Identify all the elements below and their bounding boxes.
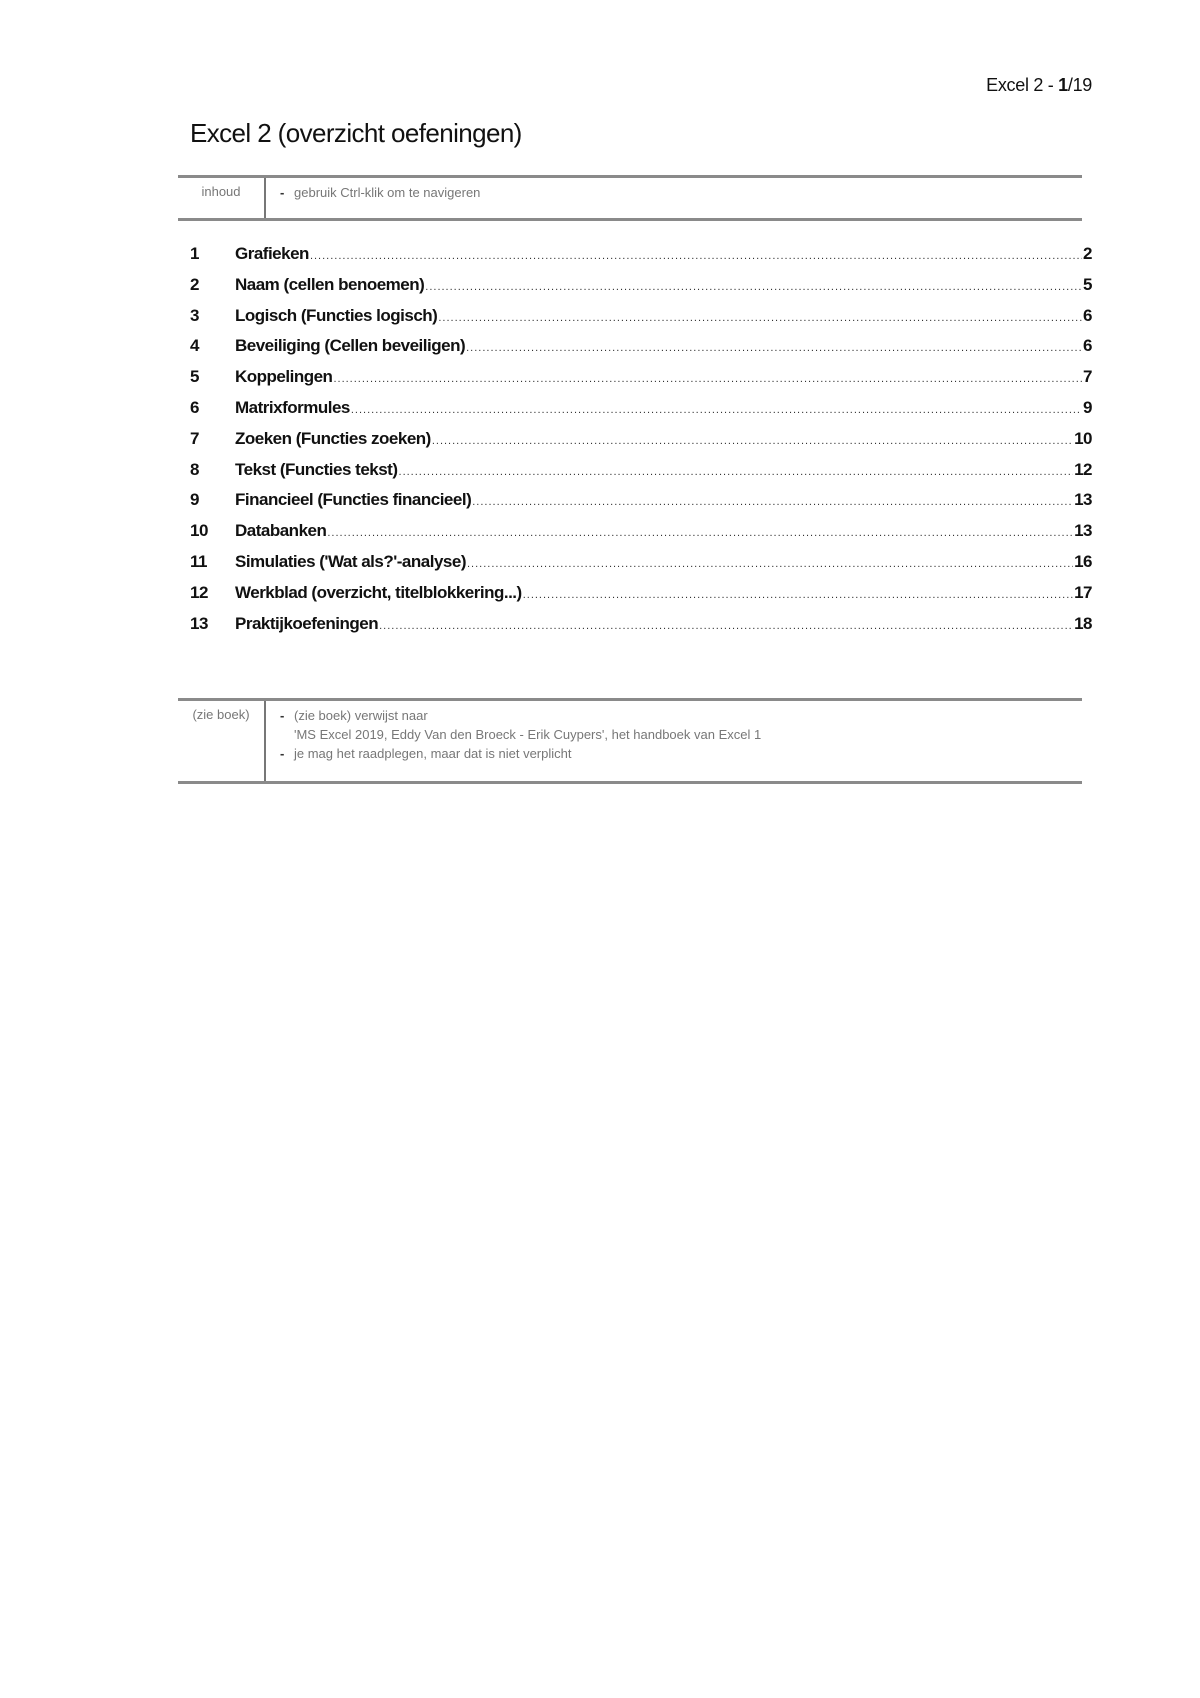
toc-title[interactable]: Simulaties ('Wat als?'-analyse)	[235, 551, 466, 571]
toc-entry[interactable]: 12 Werkblad (overzicht, titelblokkering..…	[190, 583, 1092, 614]
toc-title[interactable]: Koppelingen	[235, 367, 333, 387]
book-item-text: je mag het raadplegen, maar dat is niet …	[294, 746, 572, 761]
book-item: - (zie boek) verwijst naar	[280, 706, 761, 725]
toc-title[interactable]: Grafieken	[235, 244, 309, 263]
toc-page-number[interactable]: 10	[1074, 428, 1092, 448]
header-page-number: 1	[1058, 75, 1068, 95]
book-item-text: (zie boek) verwijst naar	[294, 708, 428, 723]
toc-entry[interactable]: 5 Koppelingen 7	[190, 367, 1092, 398]
toc-dot-leader	[310, 250, 1082, 262]
bullet: -	[280, 185, 285, 200]
toc-entry[interactable]: 1 Grafieken 2	[190, 244, 1092, 275]
info-item: - gebruik Ctrl-klik om te navigeren	[280, 183, 480, 202]
toc-number: 11	[190, 551, 207, 571]
toc-title[interactable]: Naam (cellen benoemen)	[235, 274, 425, 294]
toc-number: 9	[190, 490, 199, 510]
toc-number: 7	[190, 428, 199, 448]
toc-entry[interactable]: 8 Tekst (Functies tekst) 12	[190, 460, 1092, 491]
toc-number: 3	[190, 305, 199, 325]
toc-dot-leader	[523, 589, 1073, 601]
header-page-total: /19	[1067, 75, 1092, 95]
toc-page-number[interactable]: 17	[1074, 582, 1092, 602]
toc-dot-leader	[466, 342, 1082, 354]
toc-title[interactable]: Financieel (Functies financieel)	[235, 490, 472, 510]
toc-dot-leader	[467, 558, 1073, 570]
toc-page-number[interactable]: 13	[1074, 490, 1092, 510]
book-item-text: 'MS Excel 2019, Eddy Van den Broeck - Er…	[294, 727, 762, 742]
toc-number: 1	[190, 244, 199, 263]
toc-number: 12	[190, 582, 208, 602]
toc-page-number[interactable]: 6	[1083, 336, 1092, 356]
toc-title[interactable]: Matrixformules	[235, 397, 350, 417]
toc-number: 10	[190, 521, 208, 541]
toc-dot-leader	[432, 435, 1073, 447]
toc-page-number[interactable]: 5	[1083, 274, 1092, 294]
toc-page-number[interactable]: 7	[1083, 367, 1092, 387]
toc-title[interactable]: Beveiliging (Cellen beveiligen)	[235, 336, 466, 356]
toc-dot-leader	[351, 404, 1082, 416]
info-box: inhoud - gebruik Ctrl-klik om te navigere…	[178, 175, 1082, 221]
toc-entry[interactable]: 9 Financieel (Functies financieel) 13	[190, 490, 1092, 521]
toc-entry[interactable]: 2 Naam (cellen benoemen) 5	[190, 275, 1092, 306]
toc-entry[interactable]: 10 Databanken 13	[190, 521, 1092, 552]
toc-page-number[interactable]: 2	[1083, 244, 1092, 263]
bullet: -	[280, 708, 285, 723]
book-reference-box: (zie boek) - (zie boek) verwijst naar 'MS…	[178, 698, 1082, 784]
toc-dot-leader	[333, 373, 1082, 385]
toc-entry[interactable]: 6 Matrixformules 9	[190, 398, 1092, 429]
toc-page-number[interactable]: 9	[1083, 397, 1092, 417]
toc-number: 4	[190, 336, 199, 356]
toc-dot-leader	[472, 496, 1073, 508]
toc-entry[interactable]: 3 Logisch (Functies logisch) 6	[190, 306, 1092, 337]
bullet: -	[280, 746, 285, 761]
toc-dot-leader	[379, 620, 1073, 632]
info-item-text: gebruik Ctrl-klik om te navigeren	[294, 185, 481, 200]
toc-title[interactable]: Logisch (Functies logisch)	[235, 305, 438, 325]
book-item: - je mag het raadplegen, maar dat is niet…	[280, 744, 761, 763]
toc-page-number[interactable]: 13	[1074, 521, 1092, 541]
toc-number: 2	[190, 274, 199, 294]
toc-dot-leader	[327, 527, 1073, 539]
toc-title[interactable]: Werkblad (overzicht, titelblokkering...)	[235, 582, 522, 602]
page-title: Excel 2 (overzicht oefeningen)	[190, 118, 522, 148]
toc-number: 6	[190, 397, 199, 417]
toc-dot-leader	[425, 281, 1082, 293]
toc-page-number[interactable]: 18	[1074, 613, 1092, 633]
toc-page-number[interactable]: 16	[1074, 551, 1092, 571]
toc-number: 13	[190, 613, 208, 633]
toc-entry[interactable]: 4 Beveiliging (Cellen beveiligen) 6	[190, 336, 1092, 367]
toc-number: 8	[190, 459, 199, 479]
toc-title[interactable]: Tekst (Functies tekst)	[235, 459, 398, 479]
toc-title[interactable]: Praktijkoefeningen	[235, 613, 379, 633]
header-doc-name: Excel 2 -	[986, 75, 1059, 95]
toc-dot-leader	[399, 466, 1074, 478]
info-box-label: inhoud	[178, 178, 266, 218]
toc-page-number[interactable]: 12	[1074, 459, 1092, 479]
toc-page-number[interactable]: 6	[1083, 305, 1092, 325]
toc-entry[interactable]: 11 Simulaties ('Wat als?'-analyse) 16	[190, 552, 1092, 583]
toc-title[interactable]: Zoeken (Functies zoeken)	[235, 428, 431, 448]
table-of-contents: 1 Grafieken 2 2 Naam (cellen benoemen) 5 3 Logi…	[190, 244, 1092, 644]
book-box-label: (zie boek)	[178, 701, 266, 781]
toc-title[interactable]: Databanken	[235, 521, 327, 541]
book-item-continued: 'MS Excel 2019, Eddy Van den Broeck - Er…	[280, 725, 761, 744]
toc-number: 5	[190, 367, 199, 387]
toc-entry[interactable]: 7 Zoeken (Functies zoeken) 10	[190, 429, 1092, 460]
toc-entry[interactable]: 13 Praktijkoefeningen 18	[190, 614, 1092, 645]
toc-dot-leader	[438, 312, 1082, 324]
page-header: Excel 2 - 1/19	[986, 75, 1092, 96]
